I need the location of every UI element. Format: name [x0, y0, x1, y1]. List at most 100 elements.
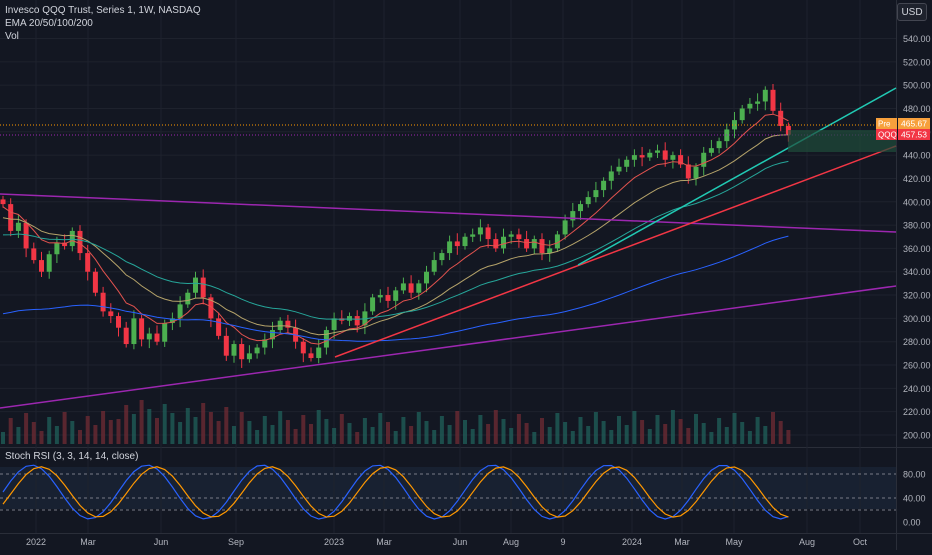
trendline-purple-lower	[0, 285, 897, 409]
candle-body	[578, 204, 583, 212]
price-tag-label-bg	[876, 118, 897, 129]
candle-body	[23, 222, 29, 249]
volume-bar	[709, 432, 714, 444]
price-tick-label: 480.00	[903, 104, 931, 114]
candle-body	[139, 318, 145, 340]
volume-bar	[332, 428, 337, 444]
candle-body	[177, 304, 183, 319]
candle-body	[231, 344, 237, 356]
price-tag-label: Pre	[878, 120, 891, 129]
volume-bar	[293, 429, 298, 444]
price-tick-label: 220.00	[903, 407, 931, 417]
price-tick-label: 260.00	[903, 361, 931, 371]
candle-body	[370, 297, 376, 312]
ema-line-4	[2, 235, 789, 342]
candle-body	[162, 323, 168, 342]
candle-body	[701, 152, 707, 167]
volume-bar	[262, 416, 267, 444]
volume-bar	[778, 421, 783, 444]
currency-button[interactable]: USD	[897, 3, 927, 21]
volume-bar	[486, 424, 491, 444]
candle-body	[108, 311, 114, 317]
time-tick-label: 9	[560, 537, 565, 547]
candle-body	[100, 292, 106, 312]
volume-bar	[162, 404, 167, 444]
volume-bar	[586, 426, 591, 444]
candle-body	[470, 234, 476, 237]
candle-body	[554, 234, 560, 249]
candle-body	[454, 241, 460, 247]
candle-body	[447, 241, 453, 254]
volume-bar	[8, 418, 13, 444]
candle-body	[685, 164, 691, 179]
candle-body	[308, 353, 314, 359]
volume-bar	[563, 422, 568, 444]
candle-body	[424, 271, 429, 284]
candle-body	[69, 230, 75, 247]
volume-bar	[755, 417, 760, 444]
volume-bar	[401, 417, 406, 444]
candle-body	[331, 318, 337, 331]
candle-body	[123, 327, 129, 345]
candle-body	[416, 283, 422, 293]
stoch-d-line	[2, 466, 789, 518]
volume-bar	[732, 413, 737, 444]
candle-body	[393, 290, 399, 301]
time-tick-label: Jun	[453, 537, 468, 547]
candle-body	[208, 297, 214, 319]
volume-bar	[62, 412, 67, 444]
price-tick-label: 520.00	[903, 57, 931, 67]
volume-bar	[355, 432, 360, 444]
volume-label: Vol	[5, 31, 19, 42]
price-tick-label: 320.00	[903, 291, 931, 301]
candle-body	[670, 155, 676, 160]
volume-bar	[516, 414, 521, 444]
candle-body	[770, 89, 776, 111]
candle-body	[616, 166, 622, 172]
volume-bar	[378, 413, 383, 444]
volume-bar	[570, 431, 575, 444]
candle-body	[524, 239, 530, 249]
volume-bar	[670, 410, 675, 444]
volume-bar	[439, 416, 444, 444]
candle-body	[262, 339, 268, 348]
volume-bar	[101, 411, 106, 444]
time-tick-label: May	[725, 537, 743, 547]
candle-body	[485, 227, 491, 240]
candle-body	[323, 330, 329, 348]
volume-bar	[362, 418, 367, 444]
candle-body	[400, 283, 406, 291]
candle-body	[169, 318, 175, 324]
candle-body	[624, 159, 630, 167]
volume-bar	[270, 425, 275, 444]
candle-body	[362, 311, 368, 326]
stoch-k-line	[2, 464, 789, 520]
price-tick-label: 380.00	[903, 221, 931, 231]
candle-body	[300, 341, 306, 354]
volume-bar	[771, 412, 775, 444]
candle-body	[539, 239, 545, 254]
volume-bar	[547, 427, 552, 444]
rsi-tick-label: 40.00	[903, 494, 926, 504]
rsi-tick-label: 80.00	[903, 470, 926, 480]
volume-bar	[301, 415, 306, 444]
candle-body	[154, 333, 160, 342]
price-tick-label: 500.00	[903, 81, 931, 91]
candle-body	[531, 239, 537, 249]
volume-bar	[131, 414, 136, 444]
candle-body	[270, 330, 275, 340]
volume-bar	[54, 426, 59, 444]
candle-body	[8, 204, 14, 231]
volume-bar	[694, 414, 698, 444]
ema-line-2	[2, 134, 789, 336]
volume-bar	[632, 411, 637, 444]
volume-bar	[617, 416, 621, 444]
volume-bar	[455, 411, 460, 444]
volume-bar	[93, 425, 98, 444]
volume-bar	[409, 426, 414, 444]
volume-bar	[524, 423, 529, 444]
volume-bar	[747, 431, 752, 444]
volume-bar	[178, 422, 183, 444]
